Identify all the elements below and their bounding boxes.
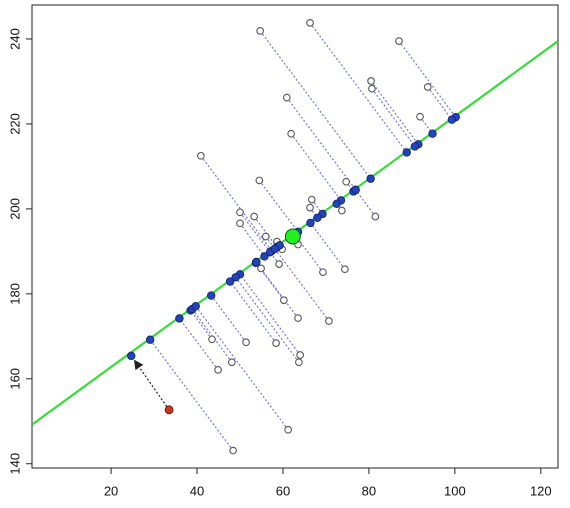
center-point [284,228,301,245]
projection-connector [286,97,357,191]
data-point [319,268,327,277]
data-point [416,112,424,121]
x-tick-label: 100 [444,483,466,498]
projection-connector [355,189,376,217]
data-point [256,27,265,35]
projected-point [145,335,155,344]
data-point [272,339,280,347]
projected-point [306,218,315,228]
data-point [306,18,314,27]
projection-connector [370,80,419,145]
plot-frame [31,4,559,469]
data-point [208,335,216,344]
projection-connector [239,222,265,257]
data-point [287,129,295,138]
y-tick-label: 200 [7,198,22,220]
projected-point [207,291,216,300]
data-point [227,358,236,367]
data-point [214,366,222,374]
data-point [282,93,291,102]
projection-connector [178,318,219,371]
data-point [367,77,375,85]
data-point [306,203,314,212]
new-point-projection [127,351,136,361]
x-tick-label: 20 [104,483,118,498]
projection-connector [427,86,453,121]
projection-connector [239,273,301,356]
projection-connector [239,211,271,253]
projected-point [351,185,360,194]
projected-point [332,199,341,208]
projection-connector [371,88,416,147]
data-point [325,317,333,325]
projection-connector [190,310,213,340]
y-tick-label: 240 [7,28,22,50]
projected-point [410,142,420,151]
projection-arrow [133,359,170,411]
data-point [294,314,302,322]
data-point [423,83,432,91]
projected-point [270,244,280,254]
data-point [261,232,270,241]
projected-point [402,148,411,157]
projection-connector [210,295,247,343]
projection-connector [195,305,289,431]
x-tick-label: 40 [190,483,204,498]
projection-connector [290,133,342,201]
projection-connector [311,199,323,215]
data-point [255,176,264,185]
projected-point [252,258,261,267]
data-point [340,265,349,274]
data-point [395,37,403,45]
data-point [236,208,244,217]
projected-point [175,314,184,323]
x-tick-label: 60 [276,483,290,498]
projected-point [447,115,457,124]
data-point [307,195,316,204]
data-point [229,446,237,455]
data-point [296,351,305,359]
data-point [284,425,292,434]
data-point [368,84,376,93]
y-tick-label: 220 [7,113,22,135]
projected-point [428,129,437,138]
projection-connector [255,262,299,319]
projection-connector [149,339,234,451]
y-tick-label: 180 [7,283,22,305]
data-point [275,260,283,268]
projection-connector [398,40,457,118]
y-tick-label: 140 [7,453,22,475]
projection-connector [274,248,330,322]
data-point [242,338,250,347]
projected-point [191,301,200,311]
data-point [250,212,259,221]
projection-connector [235,276,300,363]
projection-connector [309,222,346,270]
projection-connector [309,22,408,153]
projected-point [313,213,322,223]
data-point [295,358,303,367]
projected-point [260,252,269,261]
projection-connector [200,155,273,252]
data-point [197,151,205,160]
new-point [164,405,174,415]
projection-connector [258,180,299,233]
data-point [342,177,350,186]
y-tick-label: 160 [7,368,22,390]
data-point [279,296,288,305]
data-point [371,212,380,221]
projected-point [231,273,240,282]
projected-point [225,277,235,286]
projected-point [366,174,375,183]
data-point [337,206,346,215]
projection-connector [229,281,277,344]
x-tick-label: 120 [530,483,552,498]
x-tick-label: 80 [362,483,376,498]
data-point [257,264,265,273]
data-point [236,219,244,228]
projection-connector [259,30,372,180]
